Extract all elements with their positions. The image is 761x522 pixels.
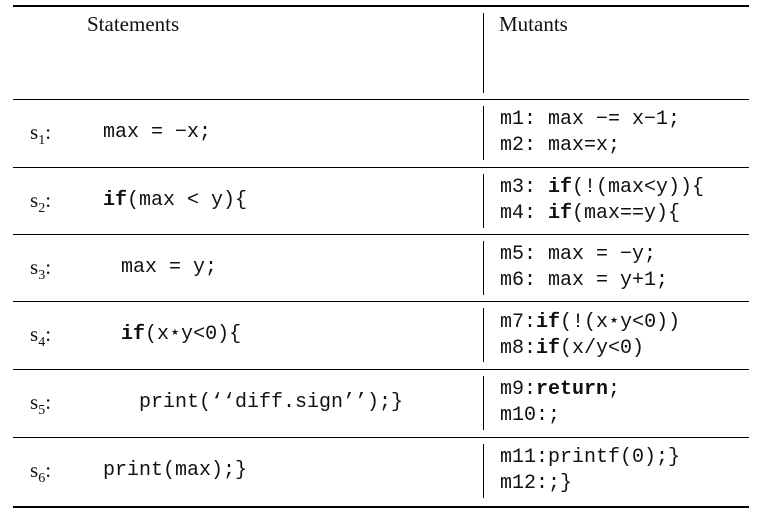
mutant-line: m4: if(max==y){ (500, 202, 681, 225)
table-top-rule (13, 5, 749, 7)
mutant-line: m6: max = y+1; (500, 269, 669, 292)
statement-code: max = y; (121, 256, 218, 279)
keyword: if (548, 176, 573, 199)
header-rule (13, 99, 749, 100)
mutants-header: Mutants (499, 12, 568, 36)
mutant-line: m1: max −= x−1; (500, 108, 681, 131)
column-separator (483, 241, 484, 295)
mutant-line: m9:return; (500, 378, 621, 401)
statement-label: s3: (30, 255, 52, 284)
mutant-line: m10:; (500, 404, 561, 427)
row-rule (13, 301, 749, 302)
column-separator (483, 174, 484, 228)
statement-code: if(x⋆y<0){ (121, 323, 242, 346)
table-bottom-rule (13, 506, 749, 508)
statement-label: s1: (30, 120, 52, 149)
keyword: if (548, 202, 573, 225)
statement-label: s2: (30, 188, 52, 217)
mutant-line: m8:if(x/y<0) (500, 337, 645, 360)
mutant-line: m2: max=x; (500, 134, 621, 157)
mutant-line: m12:;} (500, 472, 573, 495)
statement-label: s6: (30, 458, 52, 487)
statement-label: s4: (30, 322, 52, 351)
mutant-line: m3: if(!(max<y)){ (500, 176, 705, 199)
column-separator (483, 444, 484, 498)
keyword: if (536, 311, 561, 334)
keyword: if (121, 323, 146, 346)
statement-code: print(max);} (103, 459, 248, 482)
statement-code: print(‘‘diff.sign’’);} (139, 391, 404, 414)
mutant-line: m7:if(!(x⋆y<0)) (500, 311, 681, 334)
row-rule (13, 437, 749, 438)
column-separator (483, 376, 484, 430)
statement-code: if(max < y){ (103, 189, 248, 212)
statements-header: Statements (87, 12, 180, 36)
keyword: return (536, 378, 609, 401)
statement-code: max = −x; (103, 121, 212, 144)
row-rule (13, 234, 749, 235)
keyword: if (103, 189, 128, 212)
statement-label: s5: (30, 390, 52, 419)
column-separator (483, 106, 484, 160)
mutant-line: m11:printf(0);} (500, 446, 681, 469)
column-separator (483, 308, 484, 362)
keyword: if (536, 337, 561, 360)
row-rule (13, 167, 749, 168)
column-separator (483, 13, 484, 93)
mutant-line: m5: max = −y; (500, 243, 657, 266)
row-rule (13, 369, 749, 370)
